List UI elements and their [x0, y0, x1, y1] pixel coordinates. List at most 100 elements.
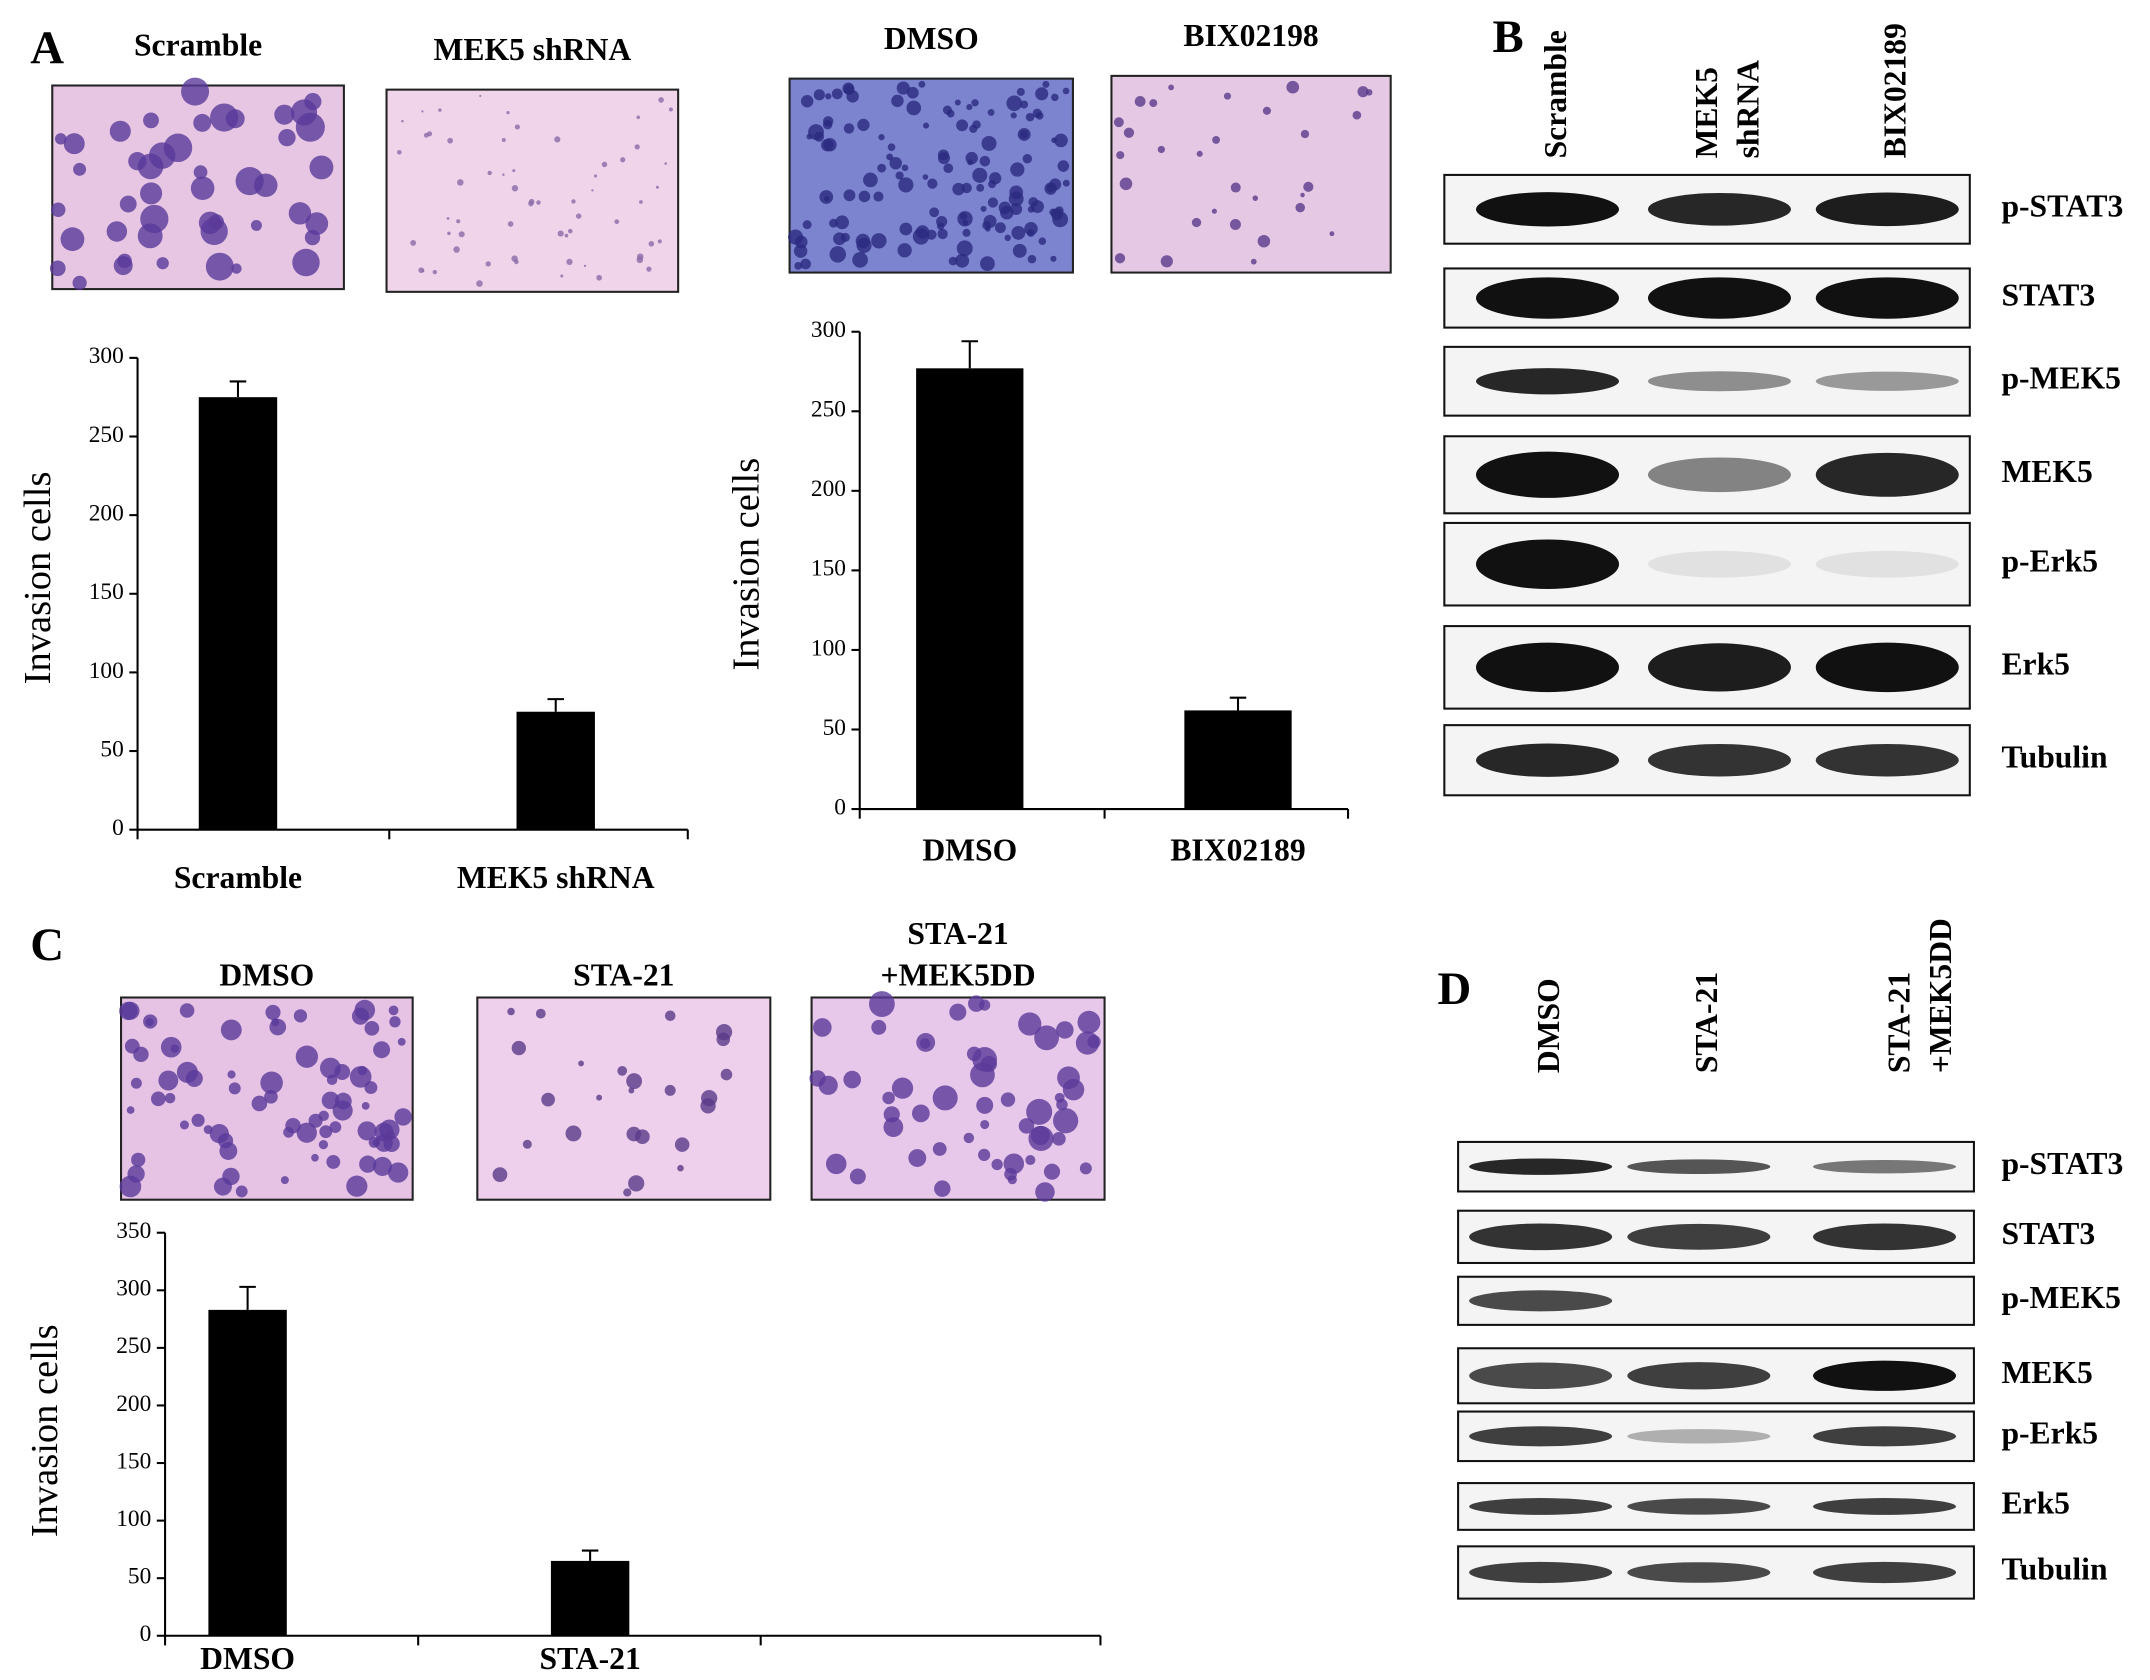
cell [946, 109, 955, 118]
cell [137, 153, 164, 180]
cell [878, 134, 885, 141]
cell [304, 229, 321, 246]
lane-label: STA-21 [1882, 972, 1917, 1073]
cell [620, 157, 626, 163]
cell [346, 1175, 368, 1197]
cell [954, 99, 961, 106]
cell [596, 1094, 603, 1101]
band [1475, 192, 1620, 227]
cell [156, 257, 169, 270]
cell [329, 1121, 342, 1133]
cell [50, 202, 66, 218]
cell [564, 233, 569, 238]
cell [846, 90, 859, 103]
panel-label: A [30, 22, 64, 74]
cell [106, 221, 128, 242]
cell [60, 227, 85, 252]
cell [292, 248, 320, 277]
band [1475, 743, 1620, 777]
cell [800, 95, 814, 108]
cell [1010, 112, 1017, 119]
cell [514, 124, 520, 130]
band [1475, 368, 1620, 395]
cell [193, 165, 208, 180]
band [1812, 1360, 1957, 1391]
cell [554, 136, 561, 143]
cell [1295, 202, 1305, 213]
y-tick-label: 0 [140, 1621, 152, 1647]
band [1812, 1498, 1957, 1515]
cell [1057, 1066, 1080, 1090]
cell [802, 220, 812, 230]
cell [1123, 127, 1135, 138]
cell [929, 207, 940, 218]
band [1647, 550, 1791, 578]
row-label: Erk5 [2001, 647, 2070, 682]
cell [1357, 86, 1369, 98]
cell [937, 152, 950, 165]
y-tick-label: 150 [116, 1448, 151, 1474]
cell [1230, 182, 1241, 193]
y-tick-label: 100 [89, 658, 124, 684]
error-bar [229, 380, 247, 398]
row-label: STAT3 [2001, 1216, 2095, 1251]
cell [1000, 1092, 1016, 1107]
micrograph-caption: STA-21 [907, 916, 1008, 951]
cell [567, 228, 573, 234]
cell [507, 221, 514, 227]
cell [143, 112, 159, 129]
cell [228, 1082, 241, 1095]
cell [511, 1040, 527, 1056]
cell [446, 217, 450, 220]
cell [311, 1153, 319, 1162]
cell [1003, 1153, 1025, 1175]
cell [658, 97, 664, 103]
y-tick-label: 200 [116, 1391, 151, 1417]
x-tick-label: Scramble [174, 860, 302, 895]
panel-label: B [1492, 11, 1523, 63]
cell [912, 228, 930, 245]
cell [575, 213, 582, 219]
cell [265, 1004, 281, 1020]
cell [231, 263, 242, 274]
cell [829, 246, 847, 263]
cell [278, 128, 296, 147]
band [1469, 1498, 1613, 1515]
cell [873, 191, 884, 202]
bar [516, 711, 595, 830]
cell [962, 228, 971, 237]
y-tick-label: 200 [811, 476, 846, 502]
cell [1211, 208, 1217, 214]
bar [916, 368, 1024, 810]
band [1469, 1158, 1613, 1175]
cell [458, 231, 465, 238]
cell [140, 182, 163, 205]
cell [72, 275, 87, 290]
y-tick-label: 200 [89, 500, 124, 526]
cell [916, 1032, 936, 1052]
band [1815, 371, 1959, 391]
cell [1116, 151, 1125, 160]
cell [863, 172, 878, 188]
cell [479, 94, 482, 98]
cell [210, 103, 239, 132]
cell [1051, 93, 1059, 102]
y-tick-label: 350 [116, 1218, 151, 1244]
y-tick-label: 300 [116, 1276, 151, 1302]
cell [948, 256, 958, 266]
y-tick-label: 250 [116, 1333, 151, 1359]
cell [956, 119, 969, 132]
cell [1229, 218, 1241, 230]
panel-label: C [30, 919, 64, 971]
cell [1026, 1098, 1053, 1125]
band [1469, 1561, 1613, 1584]
cell [976, 1096, 994, 1114]
cell [131, 1152, 146, 1167]
cell [983, 214, 997, 228]
cell [296, 1122, 317, 1143]
row-label: STAT3 [2001, 277, 2095, 312]
cell [119, 195, 137, 213]
y-tick-label: 50 [128, 1564, 151, 1590]
cell [1352, 110, 1362, 120]
